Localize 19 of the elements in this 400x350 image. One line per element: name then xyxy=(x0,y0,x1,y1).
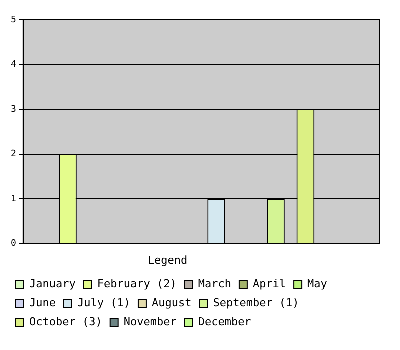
y-tick-label: 4 xyxy=(10,60,16,70)
legend-label: May xyxy=(308,277,328,290)
legend-label: January xyxy=(30,277,76,290)
y-tick-label: 5 xyxy=(10,15,16,26)
legend-title: Legend xyxy=(148,254,188,268)
legend-label: July (1) xyxy=(77,296,130,310)
legend-label: April xyxy=(252,277,286,290)
legend-label: February (2) xyxy=(97,277,177,290)
legend-label: March xyxy=(198,277,232,290)
y-tick-label: 2 xyxy=(10,150,16,160)
y-tick-label: 3 xyxy=(10,104,16,115)
legend-label: August xyxy=(152,296,192,310)
legend-label: November xyxy=(124,315,178,328)
legend-label: December xyxy=(198,315,252,328)
legend-label: June xyxy=(30,296,56,310)
legend-label: October (3) xyxy=(30,315,102,328)
y-tick-label: 1 xyxy=(10,194,16,204)
y-tick-label: 0 xyxy=(10,239,16,250)
legend-label: September (1) xyxy=(213,296,300,310)
